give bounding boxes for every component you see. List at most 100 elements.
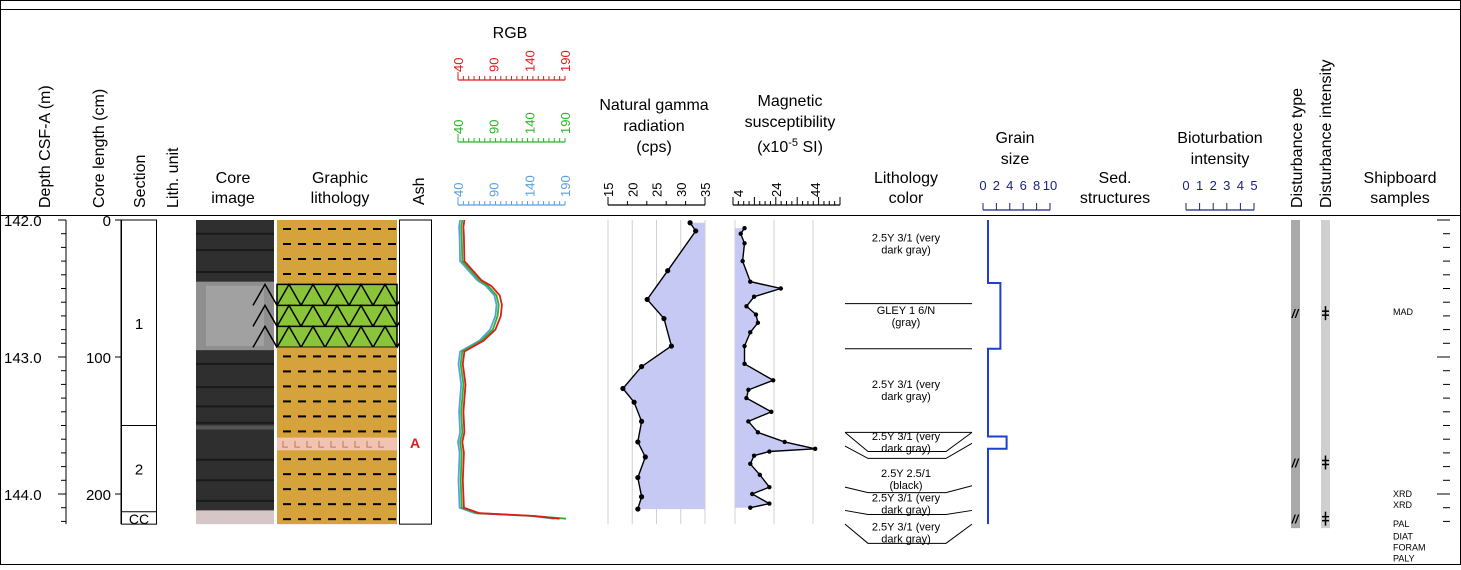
lithology-mud (277, 347, 397, 438)
graphic-lithology (252, 220, 422, 525)
rgb-blue-scale-label: 90 (487, 183, 502, 197)
rgb-red-scale-label: 90 (487, 58, 502, 72)
ngr-point (665, 268, 671, 274)
grain-size-scale-label: 6 (1020, 178, 1027, 193)
rgb-series-line (457, 219, 555, 520)
core-length-label: 100 (86, 350, 111, 367)
shipboard-sample-label: DIAT (1393, 531, 1413, 541)
ngr-plot (607, 220, 706, 525)
lithology-color-label: 2.5Y 3/1 (very dark gray) (872, 521, 941, 545)
log-body: 142.0 143.0 144.0 0 100 200 1 2 CC A 2.5Y 3/1 (ver… (4, 213, 1450, 563)
section-box (121, 219, 157, 525)
lithology-ash-glyph (330, 440, 336, 448)
ash-column-box (399, 219, 432, 525)
core-length-header: Core length (cm) (91, 89, 108, 208)
lithology-color-connector (844, 523, 973, 544)
ms-point (742, 241, 747, 246)
ms-point (755, 320, 761, 325)
bioturbation-scale-label: 1 (1196, 178, 1203, 193)
ash-column: A (399, 219, 432, 525)
ms-point (740, 258, 745, 264)
lithology-color-connector (844, 509, 973, 516)
disturbance-type-symbol: // (1291, 307, 1300, 321)
section-label: 1 (135, 316, 143, 333)
ms-point (748, 461, 753, 467)
lithology-mud (277, 450, 397, 525)
ms-point (748, 330, 753, 335)
disturbance-columns: // // // (1291, 220, 1330, 529)
core-image-header-line2: image (211, 190, 255, 207)
sed-structures-header-line2: structures (1080, 190, 1150, 207)
ngr-point (635, 506, 641, 512)
ms-area (735, 228, 816, 508)
bioturbation-scale-label: 5 (1250, 178, 1257, 193)
core-image-gray-highlight (206, 285, 264, 347)
lithology-ash-glyph (342, 440, 348, 448)
ms-point (748, 279, 753, 284)
grain-size-scale: 0 2 4 6 8 10 (979, 178, 1057, 211)
rgb-green-scale-label: 140 (522, 112, 537, 134)
bioturbation-scale-label: 0 (1182, 178, 1189, 193)
ms-point (812, 446, 818, 451)
graphic-lithology-header-line2: lithology (311, 190, 370, 207)
ms-header-line3: (x10-5 SI) (757, 137, 823, 156)
grain-size-header-line2: size (1001, 151, 1030, 168)
ms-point (744, 395, 749, 401)
lithology-color-connector (844, 485, 973, 494)
ms-plot (734, 220, 818, 525)
rgb-red-scale-label: 190 (558, 50, 573, 72)
ngr-point (631, 399, 637, 405)
lithology-ash-glyph (318, 440, 324, 448)
ngr-scale-label: 25 (650, 183, 665, 197)
rgb-green-scale-label: 190 (558, 112, 573, 134)
ms-point (782, 439, 787, 445)
lithology-color-label: 2.5Y 3/1 (very dark gray) (872, 431, 941, 455)
lithology-color-column: 2.5Y 3/1 (very dark gray) GLEY 1 6/N (gray)… (844, 232, 973, 545)
bioturbation-scale-label: 3 (1223, 178, 1230, 193)
ngr-header-line1: Natural gamma (599, 97, 708, 114)
rgb-green-scale-label: 40 (451, 120, 466, 134)
grain-size-scale-label: 8 (1033, 178, 1040, 193)
bioturbation-header-line2: intensity (1191, 151, 1250, 168)
core-image (196, 220, 274, 525)
sed-structures-header-line1: Sed. (1099, 170, 1132, 187)
lithology-green (276, 283, 398, 349)
ngr-area (622, 222, 705, 510)
lithology-ash-glyph (378, 440, 384, 448)
ms-header-line2: susceptibility (745, 114, 836, 131)
disturbance-type-symbol: // (1291, 513, 1300, 527)
depth-label: 144.0 (4, 487, 42, 504)
grain-size-scale-label: 10 (1043, 178, 1057, 193)
rgb-green-scale-label: 90 (487, 120, 502, 134)
ms-point (748, 505, 753, 510)
disturbance-intensity-symbol (1322, 455, 1329, 470)
rgb-red-scale: 40 90 140 190 (451, 50, 573, 81)
ngr-point (642, 454, 648, 460)
lithology-color-label: 2.5Y 2.5/1 (black) (881, 468, 931, 492)
disturbance-intensity-header: Disturbance intensity (1318, 59, 1335, 208)
ms-point (742, 343, 747, 349)
disturbance-type-symbol: // (1291, 456, 1300, 470)
header: Depth CSF-A (m) Core length (cm) Section… (37, 25, 1436, 208)
lithology-color-header-line2: color (889, 190, 924, 207)
ms-point (757, 472, 763, 478)
core-image-base (196, 220, 274, 511)
ms-point (767, 449, 772, 454)
ngr-point (635, 439, 641, 445)
lithology-ash-glyph (354, 440, 360, 448)
ms-point (746, 387, 751, 393)
bioturbation-scale-label: 4 (1237, 178, 1244, 193)
section-column: 1 2 CC (121, 219, 157, 527)
rgb-red-scale-label: 140 (522, 50, 537, 72)
ms-scale: 4 24 44 (731, 183, 841, 206)
ngr-point (638, 418, 645, 424)
shipboard-sample-label: MAD (1393, 307, 1414, 317)
shipboard-samples-header-line1: Shipboard (1364, 170, 1437, 187)
rgb-series-line (461, 219, 560, 520)
section-label: 2 (135, 462, 143, 479)
rgb-blue-scale: 40 90 140 190 (451, 175, 573, 206)
